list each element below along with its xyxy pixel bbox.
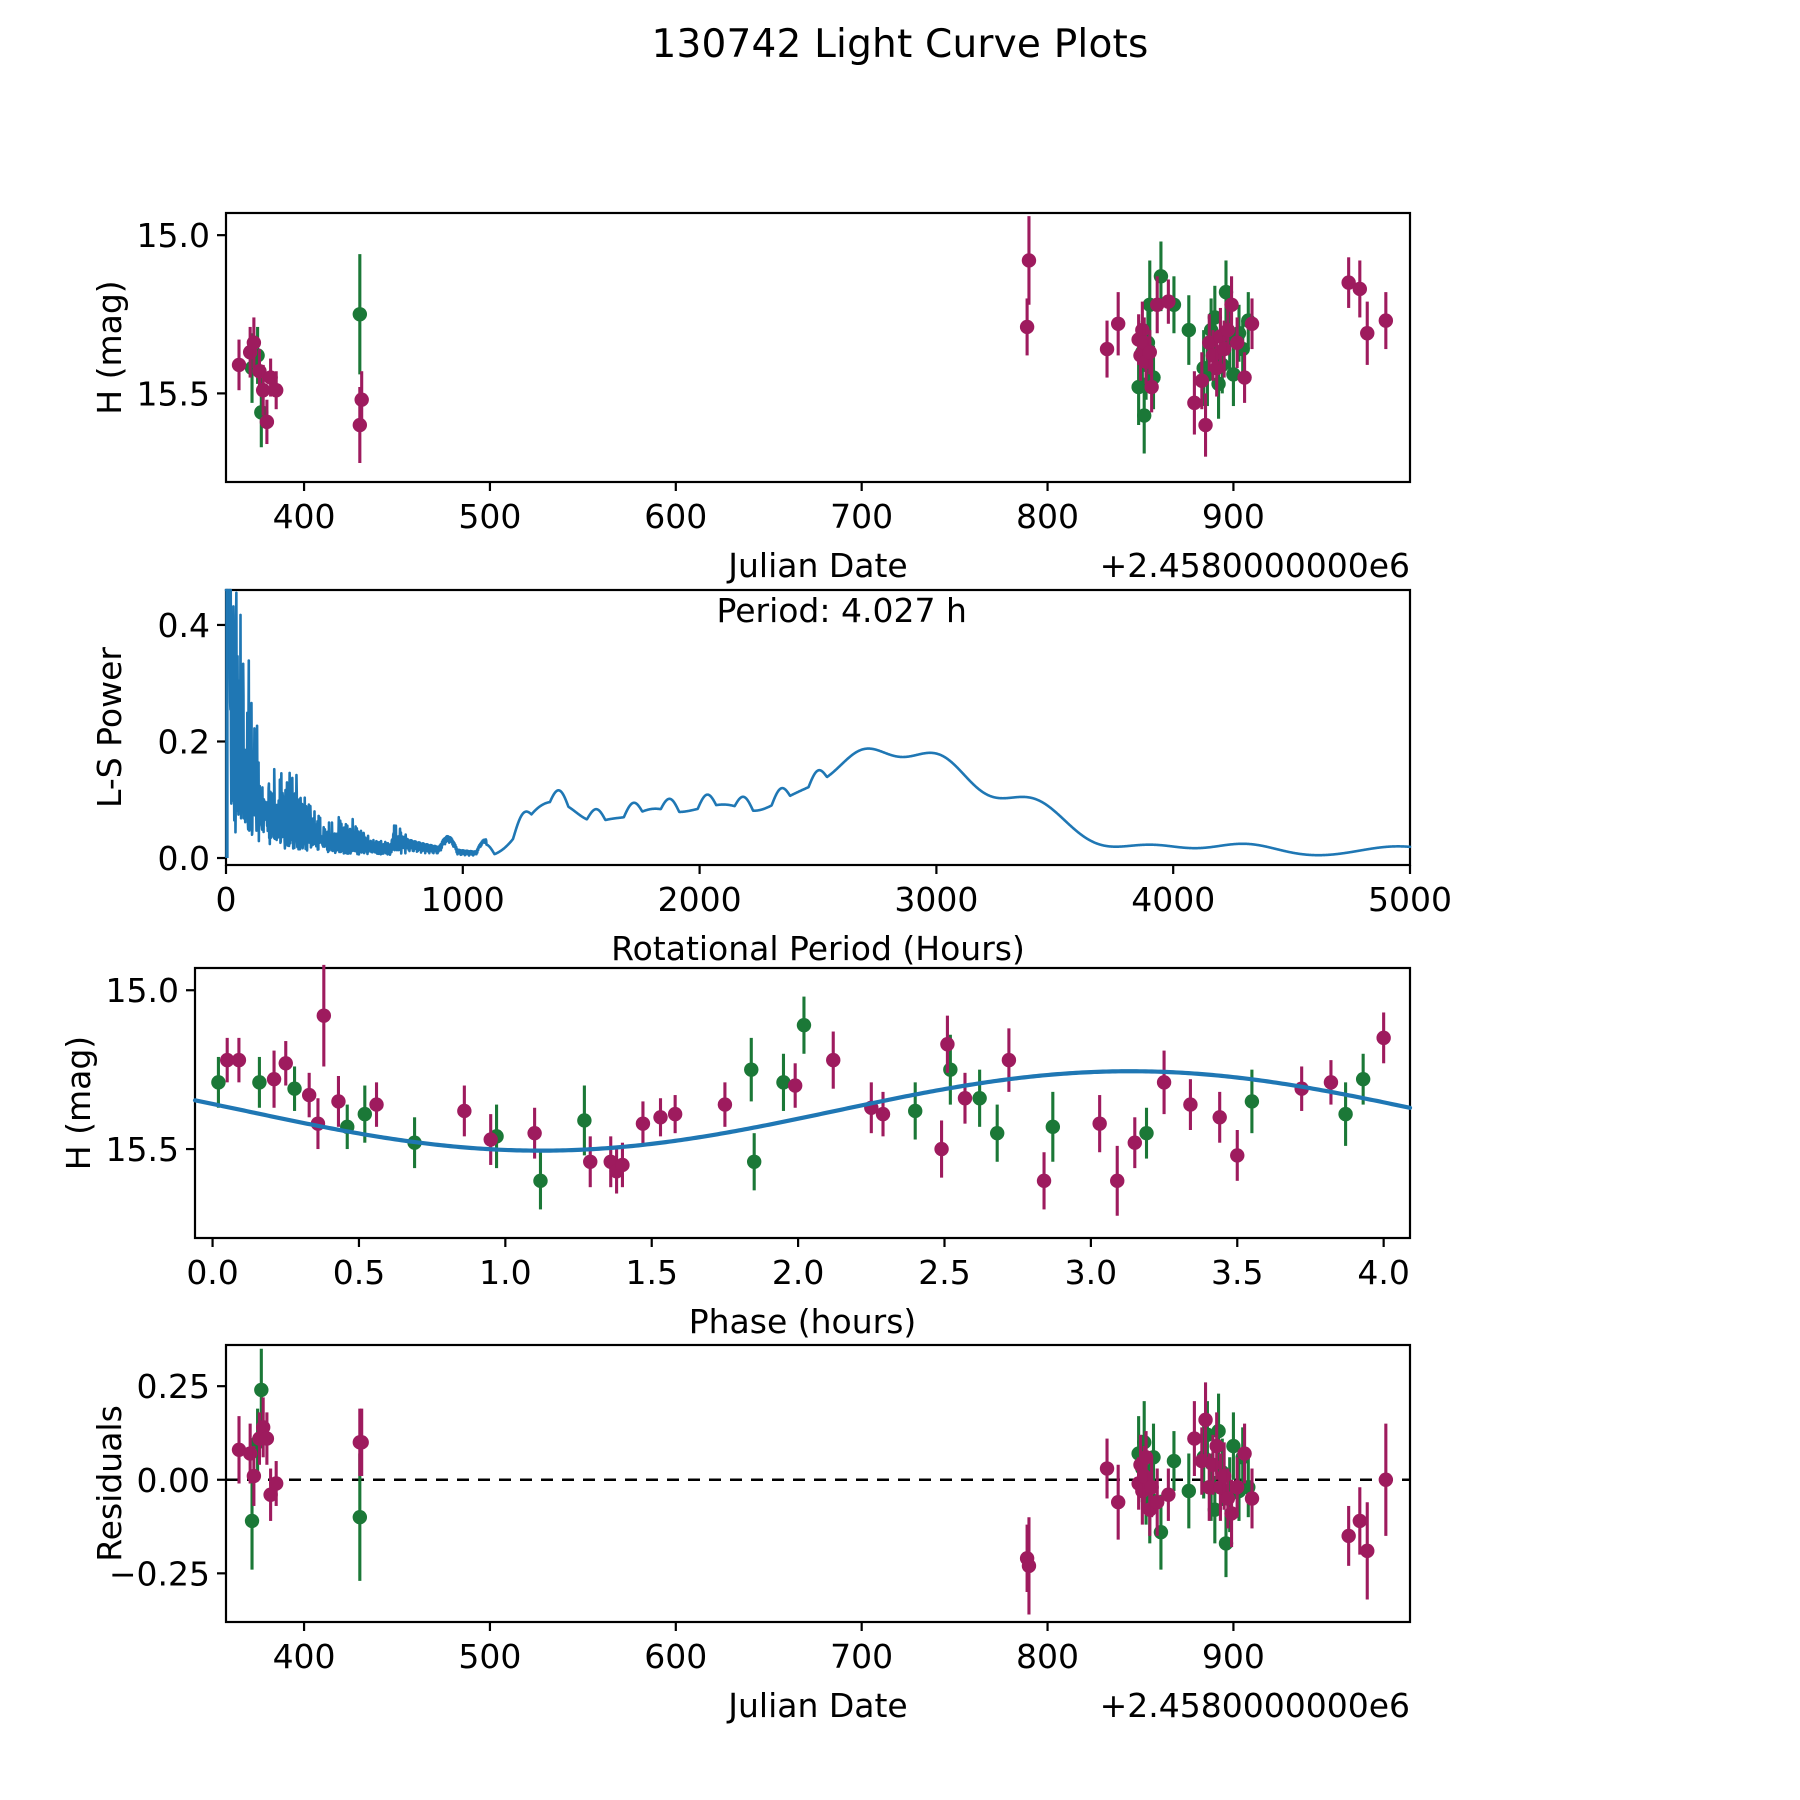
data-point [1142, 1491, 1157, 1506]
data-point [1196, 1450, 1211, 1465]
data-point [1150, 1495, 1165, 1510]
x-tick-label: 700 [830, 1637, 893, 1676]
data-point [1166, 1453, 1182, 1469]
data-point [1146, 1450, 1161, 1465]
data-point [1207, 1502, 1223, 1517]
data-point [1135, 1461, 1150, 1476]
data-point [244, 1513, 260, 1529]
x-tick-label: 400 [273, 1637, 336, 1676]
data-point [1198, 1412, 1213, 1428]
data-point [1153, 1524, 1169, 1540]
data-point [1142, 1502, 1157, 1517]
y-tick-label: −0.25 [109, 1554, 210, 1593]
y-axis-label: Residuals [90, 1405, 129, 1562]
data-point [354, 1435, 369, 1450]
data-point [1203, 1480, 1219, 1495]
data-point [1341, 1528, 1356, 1544]
data-point [1133, 1457, 1148, 1472]
series-magenta [231, 1382, 1394, 1615]
data-point [1224, 1506, 1239, 1521]
x-tick-label: 900 [1202, 1637, 1265, 1676]
data-point [1222, 1487, 1237, 1502]
data-point [254, 1382, 269, 1398]
data-point [231, 1442, 247, 1458]
data-point [1137, 1435, 1152, 1450]
data-point [1218, 1536, 1234, 1551]
data-point [1235, 1450, 1250, 1465]
data-point [1135, 1483, 1150, 1499]
data-point [1138, 1450, 1154, 1465]
data-point [1019, 1551, 1035, 1566]
data-point [255, 1420, 271, 1435]
data-point [352, 1509, 368, 1525]
axes-frame [224, 1343, 1412, 1624]
data-point [1213, 1480, 1228, 1495]
x-axis-label: Julian Date [726, 1686, 908, 1725]
data-point [1202, 1480, 1217, 1495]
data-point [252, 1431, 267, 1446]
data-point [1138, 1480, 1154, 1495]
data-point [1131, 1476, 1146, 1491]
data-point [1131, 1446, 1146, 1461]
data-point [1209, 1438, 1224, 1454]
data-point [1241, 1480, 1256, 1495]
data-point [1244, 1491, 1260, 1506]
series-green [244, 1348, 1256, 1581]
data-point [1187, 1431, 1202, 1446]
data-point [259, 1431, 275, 1446]
x-axis-offset-label: +2.4580000000e6 [1100, 1686, 1410, 1725]
data-point [1137, 1468, 1152, 1484]
x-tick-label: 800 [1016, 1637, 1079, 1676]
data-point [1200, 1427, 1215, 1443]
data-point [1226, 1438, 1241, 1454]
x-tick-label: 500 [458, 1637, 521, 1676]
data-point [1231, 1483, 1247, 1499]
data-point [1378, 1472, 1394, 1487]
data-point [1352, 1513, 1368, 1529]
data-point [1181, 1483, 1197, 1499]
data-point [1360, 1543, 1375, 1559]
data-point [1110, 1495, 1126, 1510]
data-point [1229, 1480, 1245, 1495]
data-point [1211, 1423, 1226, 1439]
x-tick-label: 600 [644, 1637, 707, 1676]
data-point [1144, 1480, 1159, 1495]
data-point [1194, 1453, 1210, 1469]
data-point [1215, 1465, 1230, 1480]
y-tick-label: 0.25 [137, 1367, 210, 1406]
page-title: 130742 Light Curve Plots [651, 22, 1149, 67]
data-point [1220, 1491, 1236, 1506]
data-point [268, 1476, 284, 1491]
y-tick-label: 0.00 [137, 1461, 210, 1500]
data-point [1237, 1446, 1252, 1461]
data-point [352, 1435, 368, 1450]
data-point [242, 1446, 258, 1461]
data-point [1205, 1457, 1221, 1472]
data-point [1099, 1461, 1115, 1476]
data-point [1216, 1468, 1232, 1484]
data-point [1021, 1558, 1037, 1574]
data-point [250, 1435, 265, 1450]
data-series-group [231, 1348, 1394, 1615]
data-point [1161, 1487, 1176, 1502]
data-point [246, 1468, 262, 1484]
data-point [263, 1487, 278, 1502]
